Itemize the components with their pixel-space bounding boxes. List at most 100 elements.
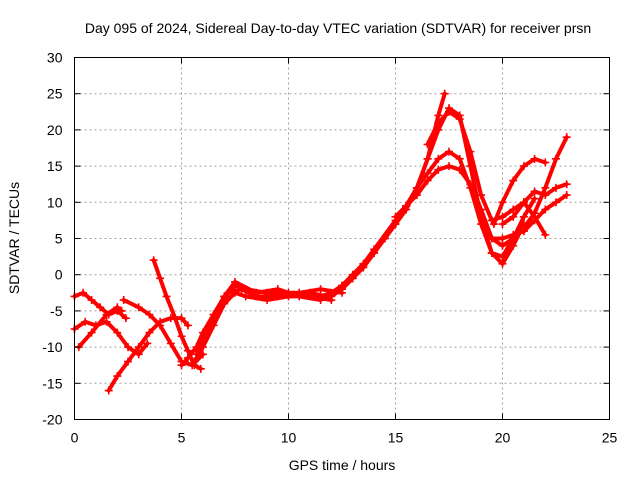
data-point xyxy=(519,198,528,207)
data-point xyxy=(530,212,539,221)
data-point xyxy=(445,107,453,116)
y-tick-label: 15 xyxy=(47,158,63,174)
data-point xyxy=(79,288,88,297)
data-point xyxy=(477,220,486,229)
data-point xyxy=(498,241,507,250)
data-point xyxy=(87,328,96,337)
data-point xyxy=(445,162,453,171)
data-point xyxy=(530,154,539,163)
data-point xyxy=(477,191,486,200)
data-point xyxy=(134,303,143,312)
data-point xyxy=(440,89,449,98)
series-arc-11 xyxy=(316,89,449,301)
data-point xyxy=(231,277,239,286)
data-point xyxy=(102,310,111,319)
data-point xyxy=(530,194,539,203)
data-point xyxy=(124,343,132,352)
data-point xyxy=(509,205,518,214)
data-point xyxy=(552,154,560,163)
data-point xyxy=(552,198,560,207)
data-point xyxy=(183,346,192,355)
data-point xyxy=(113,303,122,312)
x-axis-title: GPS time / hours xyxy=(289,457,396,473)
data-point xyxy=(552,183,560,192)
data-point xyxy=(192,350,201,359)
data-point xyxy=(316,285,325,294)
data-point xyxy=(423,176,432,185)
series-line xyxy=(192,290,334,364)
data-point xyxy=(509,212,518,221)
data-point xyxy=(509,176,518,185)
data-point xyxy=(104,386,113,395)
data-point xyxy=(252,288,261,297)
data-point xyxy=(209,314,218,323)
data-point xyxy=(423,140,432,149)
data-point xyxy=(196,364,205,373)
data-point xyxy=(273,292,282,301)
data-point xyxy=(162,292,171,301)
data-point xyxy=(412,191,421,200)
y-tick-label: 5 xyxy=(55,231,63,247)
data-point xyxy=(119,296,128,305)
data-point xyxy=(519,162,528,171)
data-point xyxy=(434,118,443,127)
data-point xyxy=(370,245,379,254)
data-point xyxy=(455,165,464,174)
data-point xyxy=(96,303,105,312)
data-point xyxy=(198,335,207,344)
data-point xyxy=(541,205,550,214)
data-point xyxy=(477,205,486,214)
data-point xyxy=(183,321,192,330)
data-point xyxy=(562,191,571,200)
y-tick-label: -15 xyxy=(42,375,62,391)
series-arc-18 xyxy=(498,198,550,239)
data-point xyxy=(220,292,229,301)
series-arc-2 xyxy=(70,288,130,323)
data-point xyxy=(519,227,528,236)
data-point xyxy=(156,321,165,330)
data-point xyxy=(295,292,304,301)
data-point xyxy=(166,339,175,348)
y-tick-label: 20 xyxy=(47,122,63,138)
data-point xyxy=(273,285,282,294)
data-point xyxy=(121,314,130,323)
data-point xyxy=(541,158,550,167)
grid xyxy=(74,57,610,420)
data-point xyxy=(562,180,571,189)
data-point xyxy=(498,234,507,243)
data-point xyxy=(487,248,496,257)
chart-title: Day 095 of 2024, Sidereal Day-to-day VTE… xyxy=(85,20,591,36)
data-point xyxy=(434,111,443,120)
data-point xyxy=(134,350,143,359)
y-axis-title: SDTVAR / TECUs xyxy=(6,182,22,294)
y-tick-label: 0 xyxy=(55,267,63,283)
data-point xyxy=(338,285,346,294)
y-tick-label: 30 xyxy=(47,50,63,66)
data-point xyxy=(434,165,443,174)
data-point xyxy=(316,292,325,301)
data-point xyxy=(143,339,152,348)
data-point xyxy=(149,256,158,265)
data-point xyxy=(562,133,571,142)
data-point xyxy=(423,169,432,178)
series-arc-1 xyxy=(70,317,152,359)
y-tick-label: 25 xyxy=(47,86,63,102)
x-tick-label: 5 xyxy=(178,430,186,446)
series-line xyxy=(318,91,447,299)
data-point xyxy=(177,361,186,370)
data-point xyxy=(541,191,550,200)
data-point xyxy=(489,220,498,229)
data-point xyxy=(541,183,550,192)
data-point xyxy=(190,357,199,366)
data-point xyxy=(156,274,165,283)
data-point xyxy=(519,212,528,221)
data-point xyxy=(402,201,411,210)
data-point xyxy=(327,292,336,301)
data-point xyxy=(391,212,400,221)
data-point xyxy=(466,180,475,189)
data-point xyxy=(241,292,250,301)
data-point xyxy=(124,357,132,366)
data-point xyxy=(87,296,96,305)
series-layer xyxy=(70,89,571,395)
